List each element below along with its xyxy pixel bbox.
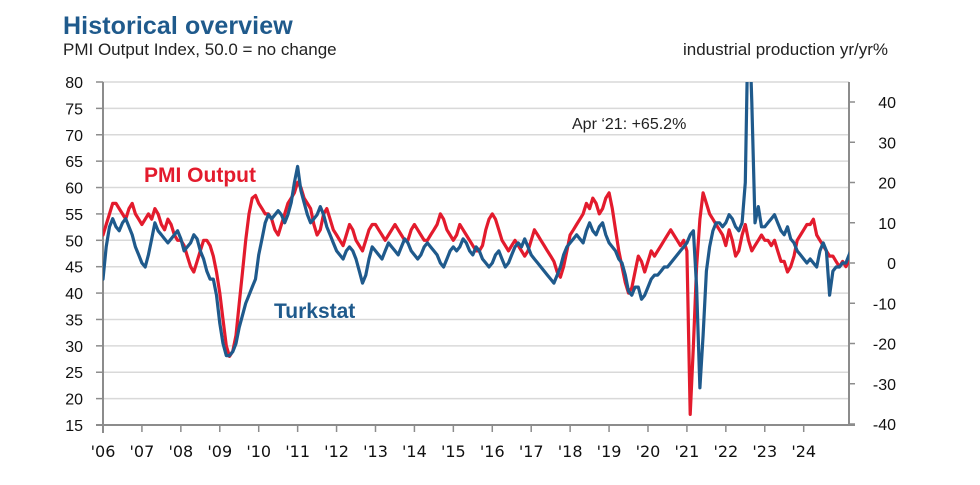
x-tick-label: '14 bbox=[402, 442, 427, 461]
series-label-pmi-output: PMI Output bbox=[144, 164, 256, 187]
right-tick-label: 40 bbox=[878, 95, 896, 112]
axes: 80 75 70 65 60 55 50 45 40 35 30 25 20 15 40 30 20 10 0 -10… bbox=[65, 75, 896, 461]
x-tick-label: '22 bbox=[713, 442, 738, 461]
chart-title: Historical overview bbox=[63, 12, 293, 40]
left-axis-title: PMI Output Index, 50.0 = no change bbox=[63, 40, 337, 59]
x-tick-label: '06 bbox=[91, 442, 116, 461]
x-tick-label: '23 bbox=[752, 442, 777, 461]
left-tick-label: 60 bbox=[65, 181, 83, 198]
right-tick-label: 10 bbox=[878, 216, 896, 233]
x-tick-label: '10 bbox=[246, 442, 271, 461]
x-tick-label: '18 bbox=[558, 442, 583, 461]
left-tick-label: 45 bbox=[65, 260, 83, 277]
right-tick-label: 0 bbox=[887, 256, 896, 273]
left-tick-label: 70 bbox=[65, 128, 83, 145]
right-axis-title: industrial production yr/yr% bbox=[682, 40, 888, 59]
left-tick-label: 15 bbox=[65, 418, 83, 435]
x-tick-label: '21 bbox=[675, 442, 700, 461]
left-tick-label: 75 bbox=[65, 101, 83, 118]
x-tick-label: '13 bbox=[363, 442, 388, 461]
left-tick-label: 65 bbox=[65, 154, 83, 171]
right-tick-label: -40 bbox=[873, 417, 896, 434]
right-tick-label: -30 bbox=[873, 377, 896, 394]
left-tick-label: 30 bbox=[65, 339, 83, 356]
left-tick-label: 35 bbox=[65, 312, 83, 329]
series-line-turkstat bbox=[103, 82, 849, 390]
x-tick-label: '20 bbox=[636, 442, 661, 461]
x-tick-label: '08 bbox=[168, 442, 193, 461]
left-tick-label: 50 bbox=[65, 233, 83, 250]
gridlines bbox=[103, 81, 849, 400]
right-tick-label: -10 bbox=[873, 296, 896, 313]
right-tick-label: 30 bbox=[878, 135, 896, 152]
peak-annotation: Apr ‘21: +65.2% bbox=[572, 116, 686, 133]
right-tick-label: 20 bbox=[878, 176, 896, 193]
left-tick-label: 80 bbox=[65, 75, 83, 92]
x-tick-label: '19 bbox=[597, 442, 622, 461]
x-tick-label: '09 bbox=[207, 442, 232, 461]
x-tick-label: '16 bbox=[480, 442, 505, 461]
series-label-turkstat: Turkstat bbox=[274, 300, 355, 323]
left-tick-label: 55 bbox=[65, 207, 83, 224]
series-group bbox=[103, 82, 849, 416]
series-line-pmi-output bbox=[103, 180, 849, 416]
x-tick-label: '24 bbox=[791, 442, 816, 461]
x-tick-label: '15 bbox=[441, 442, 466, 461]
x-tick-label: '07 bbox=[130, 442, 155, 461]
left-tick-label: 25 bbox=[65, 365, 83, 382]
x-tick-label: '12 bbox=[324, 442, 349, 461]
left-tick-label: 20 bbox=[65, 392, 83, 409]
x-tick-label: '11 bbox=[285, 442, 310, 461]
left-tick-label: 40 bbox=[65, 286, 83, 303]
x-tick-label: '17 bbox=[519, 442, 544, 461]
right-tick-label: -20 bbox=[873, 337, 896, 354]
